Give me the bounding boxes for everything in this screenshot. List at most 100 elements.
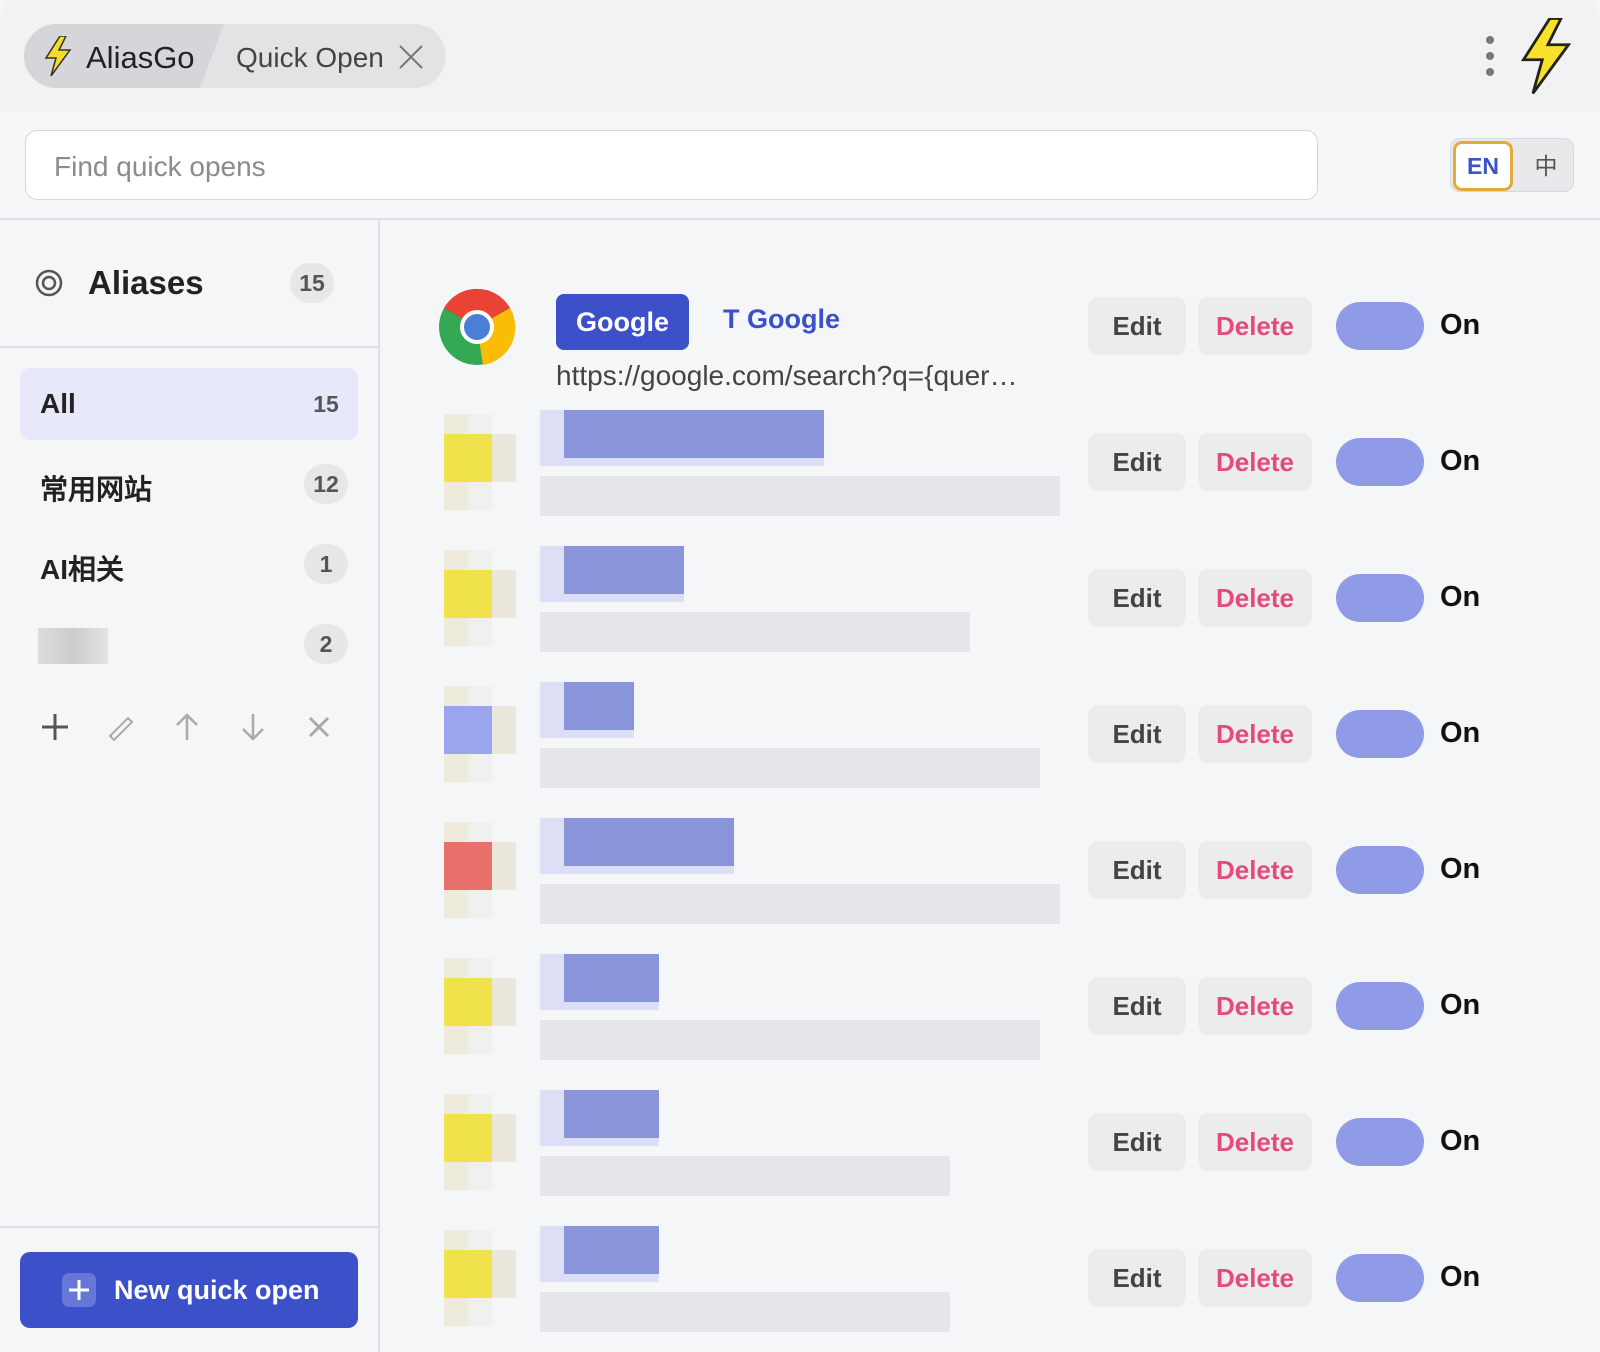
delete-button[interactable]: Delete: [1198, 705, 1312, 763]
redacted-block: [444, 570, 492, 618]
redacted-block: [444, 1114, 492, 1162]
toggle-switch[interactable]: [1336, 1118, 1424, 1166]
menu-icon[interactable]: [1484, 34, 1496, 78]
sidebar-title: Aliases: [88, 264, 204, 301]
redacted-block: [564, 410, 824, 458]
move-up-icon[interactable]: [172, 712, 202, 742]
status-label: On: [1440, 989, 1481, 1021]
site-icon: [439, 288, 516, 365]
redacted-block: [540, 612, 970, 652]
alias-badge: Google: [556, 294, 689, 350]
delete-button[interactable]: Delete: [1198, 1113, 1312, 1171]
status-label: On: [1440, 1261, 1481, 1293]
redacted-block: [540, 476, 1060, 516]
redacted-block: [492, 434, 516, 482]
delete-button[interactable]: Delete: [1198, 433, 1312, 491]
divider: [0, 218, 1600, 220]
group-item[interactable]: AI相关 1: [20, 528, 358, 600]
status-label: On: [1440, 445, 1481, 477]
redacted-block: [444, 1250, 492, 1298]
lang-zh[interactable]: 中: [1534, 153, 1558, 179]
app-name: AliasGo: [86, 40, 195, 75]
redacted-block: [564, 682, 634, 730]
move-down-icon[interactable]: [238, 712, 268, 742]
toggle-switch[interactable]: [1336, 846, 1424, 894]
delete-button[interactable]: Delete: [1198, 1249, 1312, 1307]
redacted-block: [492, 570, 516, 618]
group-item[interactable]: All 15: [20, 368, 358, 440]
quick-open-item: Edit Delete On: [382, 666, 1600, 802]
status-label: On: [1440, 1125, 1481, 1157]
sidebar: Aliases 15 All 15 常用网站 12 AI相关 1 2 New quick o…: [0, 220, 380, 1352]
edit-button[interactable]: Edit: [1088, 1249, 1186, 1307]
group-item[interactable]: 2: [20, 608, 358, 680]
redacted-block: [540, 1156, 950, 1196]
redacted-block: [540, 748, 1040, 788]
redacted-block: [492, 706, 516, 754]
redacted-block: [564, 818, 734, 866]
redacted-block: [540, 1292, 950, 1332]
edit-button[interactable]: Edit: [1088, 433, 1186, 491]
edit-button[interactable]: Edit: [1088, 841, 1186, 899]
new-quick-open-button[interactable]: New quick open: [20, 1252, 358, 1328]
quick-open-item: Google T Google https://google.com/search?…: [382, 258, 1600, 394]
quick-open-item: Edit Delete On: [382, 530, 1600, 666]
close-tab-icon[interactable]: [398, 44, 424, 70]
toggle-switch[interactable]: [1336, 574, 1424, 622]
rename-group-icon[interactable]: [106, 712, 136, 742]
redacted-block: [444, 434, 492, 482]
delete-button[interactable]: Delete: [1198, 977, 1312, 1035]
add-group-icon[interactable]: [40, 712, 70, 742]
group-name: AI相关: [40, 554, 125, 585]
logo-large: [1520, 18, 1572, 94]
tab-label[interactable]: Quick Open: [236, 42, 384, 73]
redacted-block: [564, 546, 684, 594]
redacted-block: [492, 978, 516, 1026]
edit-button[interactable]: Edit: [1088, 297, 1186, 355]
redacted-block: [564, 954, 659, 1002]
lang-en[interactable]: EN: [1453, 141, 1513, 191]
delete-button[interactable]: Delete: [1198, 841, 1312, 899]
redacted-block: [492, 1250, 516, 1298]
quick-open-item: Edit Delete On: [382, 1074, 1600, 1210]
toggle-switch[interactable]: [1336, 1254, 1424, 1302]
group-count: 2: [304, 624, 348, 664]
group-item[interactable]: 常用网站 12: [20, 448, 358, 520]
redacted-block: [540, 1020, 1040, 1060]
group-count: 1: [304, 544, 348, 584]
group-count: 15: [313, 391, 339, 417]
delete-group-icon[interactable]: [304, 712, 334, 742]
edit-button[interactable]: Edit: [1088, 705, 1186, 763]
app-logo: [44, 36, 72, 76]
divider: [0, 1226, 378, 1228]
status-label: On: [1440, 581, 1481, 613]
toggle-switch[interactable]: [1336, 438, 1424, 486]
aliases-icon: [35, 269, 63, 297]
button-label: New quick open: [114, 1274, 320, 1305]
redacted-block: [564, 1226, 659, 1274]
redacted-block: [444, 706, 492, 754]
delete-button[interactable]: Delete: [1198, 569, 1312, 627]
delete-button[interactable]: Delete: [1198, 297, 1312, 355]
quick-open-item: Edit Delete On: [382, 938, 1600, 1074]
tab-strip: AliasGo Quick Open: [24, 24, 446, 88]
plus-icon: [62, 1273, 96, 1307]
group-count: 12: [304, 464, 348, 504]
toggle-switch[interactable]: [1336, 710, 1424, 758]
edit-button[interactable]: Edit: [1088, 569, 1186, 627]
divider: [0, 346, 378, 348]
redacted-block: [444, 842, 492, 890]
redacted-block: [564, 1090, 659, 1138]
edit-button[interactable]: Edit: [1088, 977, 1186, 1035]
redacted-block: [540, 884, 1060, 924]
search-input[interactable]: Find quick opens: [25, 130, 1318, 200]
status-label: On: [1440, 717, 1481, 749]
toggle-switch[interactable]: [1336, 302, 1424, 350]
edit-button[interactable]: Edit: [1088, 1113, 1186, 1171]
group-name: All: [40, 388, 76, 419]
toggle-switch[interactable]: [1336, 982, 1424, 1030]
quick-open-item: Edit Delete On: [382, 394, 1600, 530]
total-count: 15: [290, 263, 334, 303]
item-name: T Google: [723, 304, 840, 334]
